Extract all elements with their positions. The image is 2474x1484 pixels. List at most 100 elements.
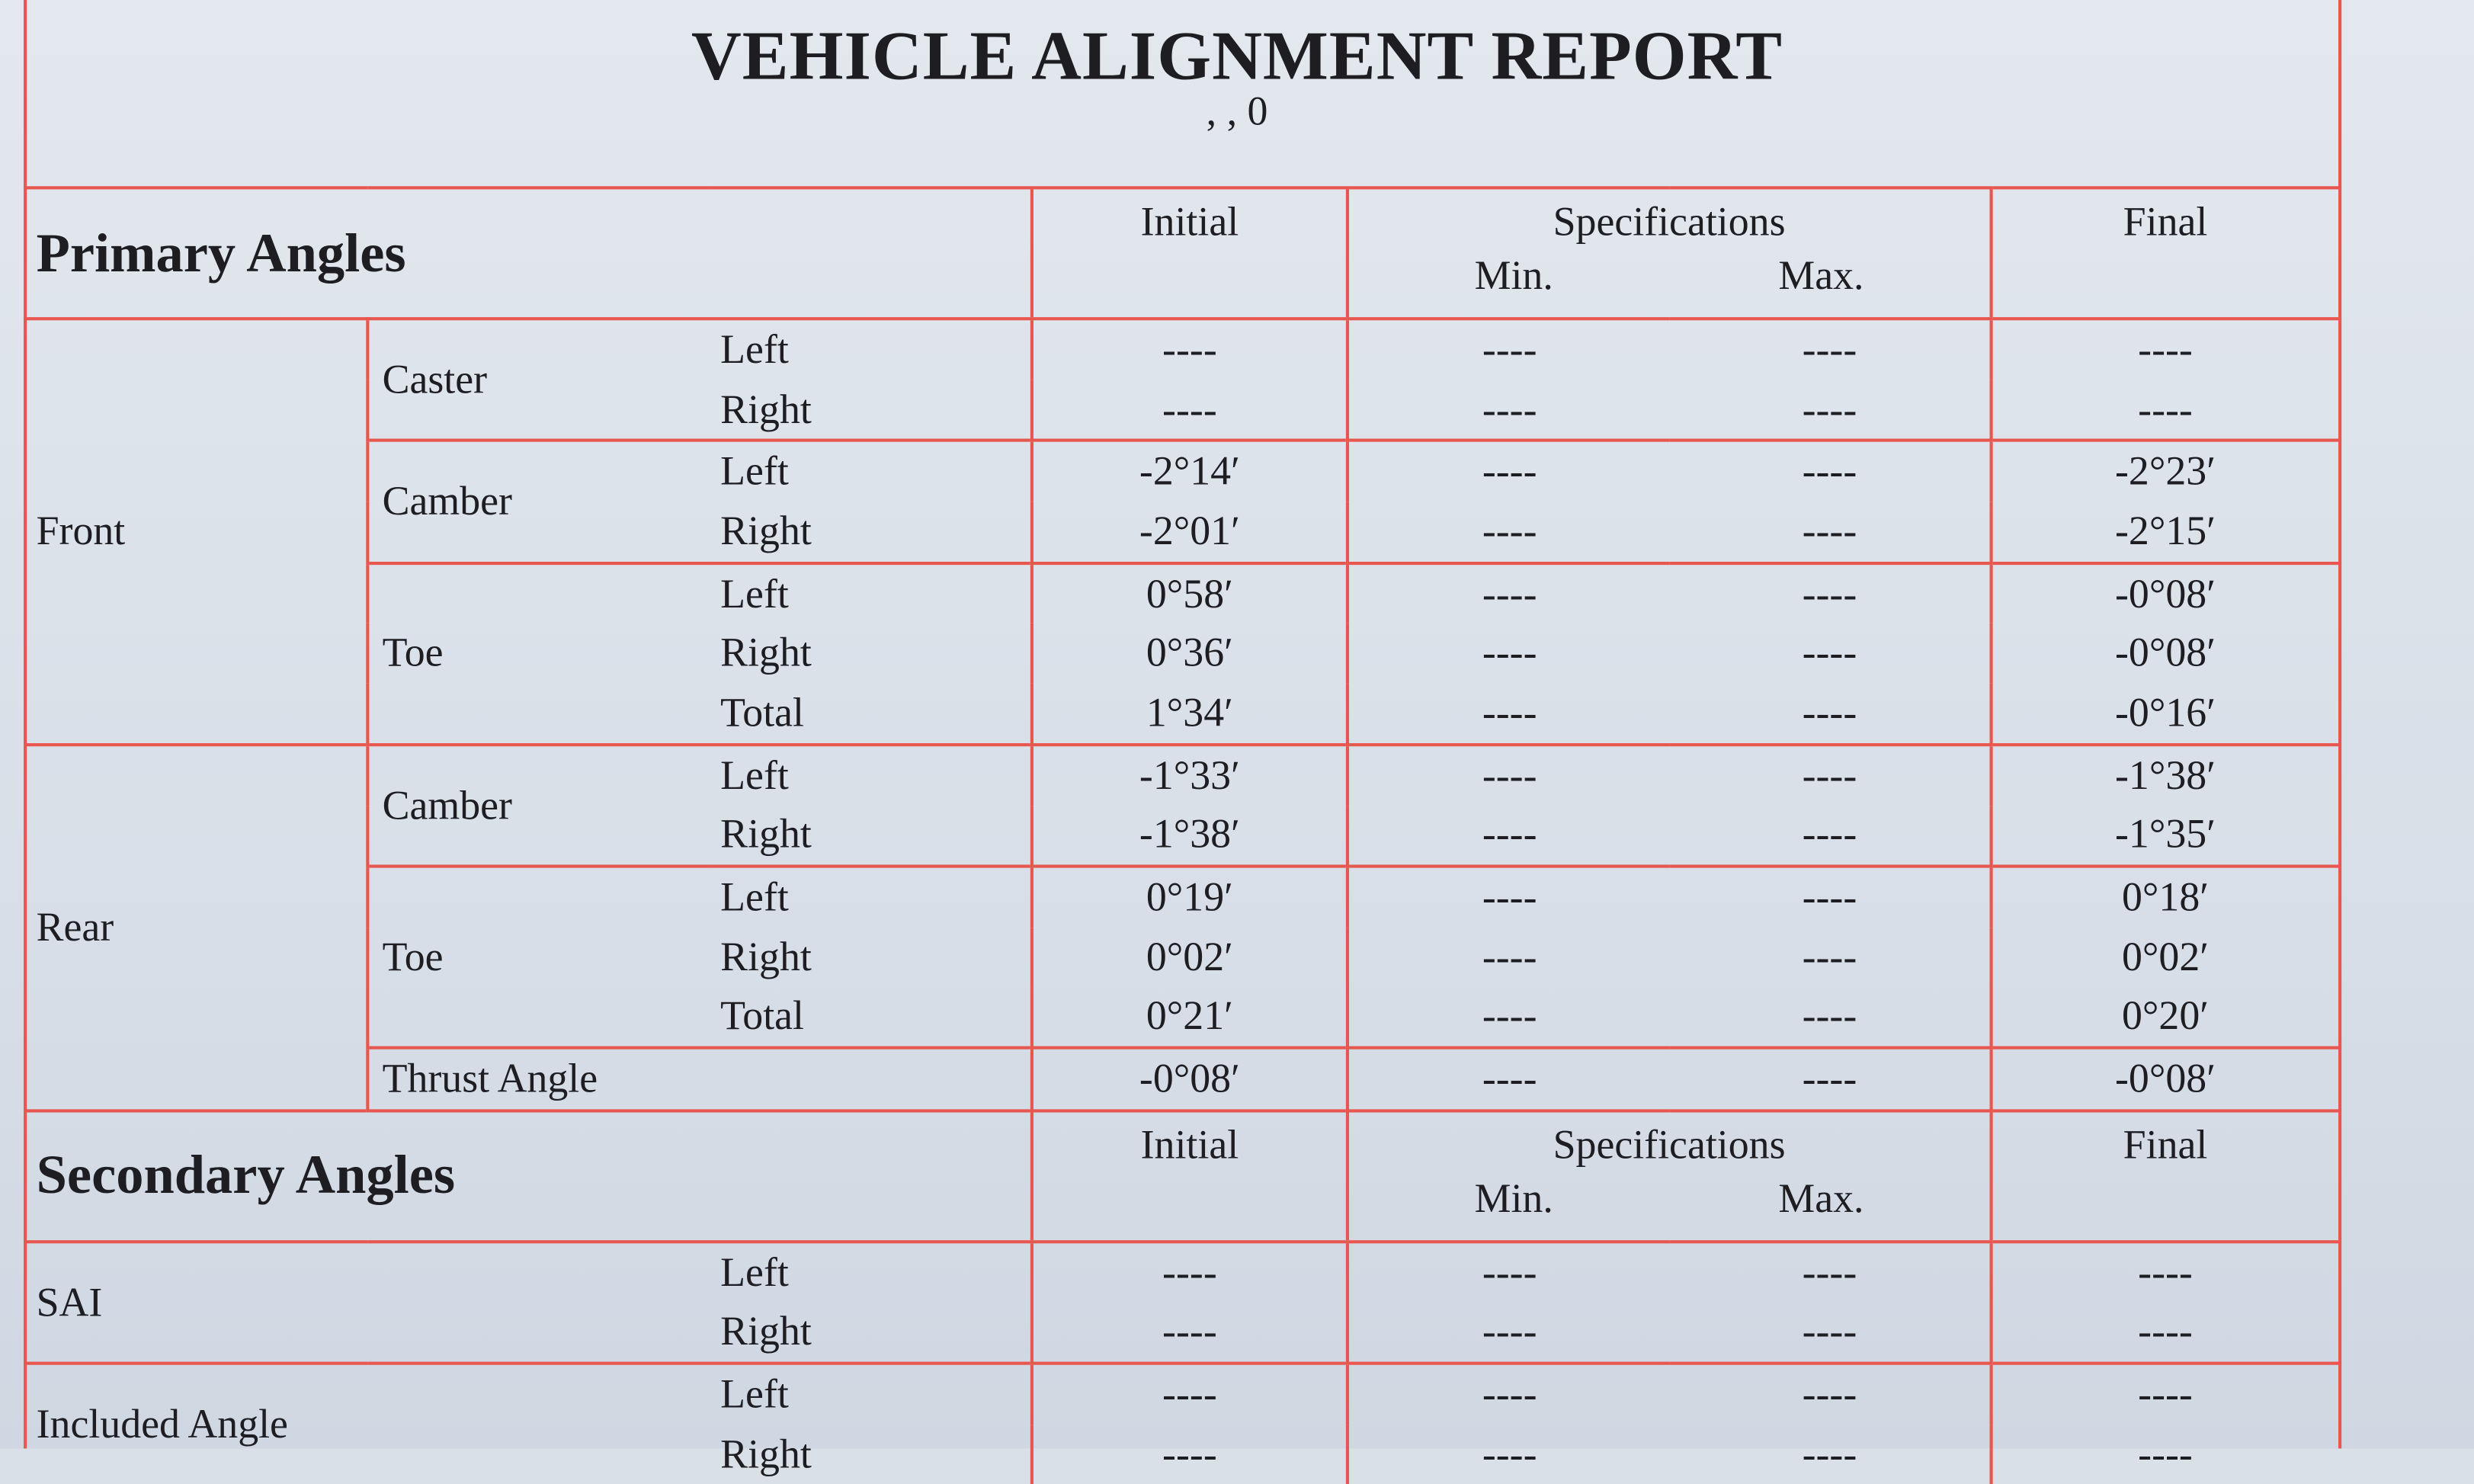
initial-value: 0°58′ bbox=[1030, 561, 1348, 624]
side-label: Total bbox=[720, 992, 805, 1040]
initial-value: 0°21′ bbox=[1030, 987, 1348, 1049]
initial-value: ---- bbox=[1030, 1362, 1348, 1425]
spec-min-value: ---- bbox=[1346, 1046, 1671, 1111]
initial-value: ---- bbox=[1030, 317, 1348, 380]
final-value: ---- bbox=[1988, 1303, 2339, 1364]
side-label: Left bbox=[707, 317, 1032, 380]
angle-label: Toe bbox=[366, 561, 708, 745]
angle-label: Toe bbox=[366, 864, 708, 1049]
section-heading: Secondary Angles bbox=[24, 1109, 1032, 1244]
min-label: Min. bbox=[1474, 252, 1553, 299]
side-label: Right bbox=[720, 630, 812, 676]
spec-min-value: ---- bbox=[1346, 1425, 1671, 1484]
spec-max-value: ---- bbox=[1802, 1309, 1857, 1355]
spec-min-value: ---- bbox=[1346, 987, 1671, 1049]
final-value: 0°20′ bbox=[1988, 987, 2339, 1049]
table-row: Thrust Angle -0°08′ ---- ---- -0°08′ bbox=[24, 1046, 2339, 1111]
side-label: Right bbox=[720, 386, 812, 432]
table-row: Right 0°02′ ---- ---- 0°02′ bbox=[24, 928, 2339, 988]
initial-value: 1°34′ bbox=[1030, 683, 1348, 745]
spec-min-value: ---- bbox=[1346, 805, 1671, 867]
final-value: -0°08′ bbox=[1988, 623, 2339, 684]
spec-max-value: ---- bbox=[1802, 689, 1857, 736]
side-label: Left bbox=[707, 1240, 1032, 1303]
spec-max-value: ---- bbox=[1670, 1046, 1991, 1111]
spec-max-value: ---- bbox=[1670, 864, 1991, 928]
column-initial: Initial bbox=[1030, 186, 1348, 321]
final-value: -2°15′ bbox=[1988, 502, 2339, 563]
column-final: Final bbox=[1988, 186, 2339, 321]
final-value: ---- bbox=[1988, 1425, 2339, 1484]
final-value: -2°23′ bbox=[1988, 439, 2339, 502]
spec-min-value: ---- bbox=[1346, 864, 1671, 928]
table-row: Toe Left 0°58′ ---- ---- -0°08′ bbox=[24, 561, 2339, 745]
column-final: Final bbox=[1988, 1109, 2339, 1244]
spec-min-value: ---- bbox=[1346, 1240, 1671, 1303]
spec-max-value: ---- bbox=[1670, 317, 1991, 380]
final-value: 0°18′ bbox=[1988, 864, 2339, 928]
angle-label: Camber bbox=[366, 742, 708, 867]
table-row: Right -2°01′ ---- ---- -2°15′ bbox=[24, 502, 2339, 563]
alignment-table: Primary Angles Initial Specifications Min. M… bbox=[24, 186, 2339, 1484]
angle-label: Included Angle bbox=[24, 1362, 708, 1484]
side-label: Left bbox=[707, 1362, 1032, 1425]
side-label: Left bbox=[707, 561, 1032, 624]
table-row: Right ---- ---- ---- ---- bbox=[24, 380, 2339, 441]
final-value: ---- bbox=[1988, 380, 2339, 441]
initial-value: -2°01′ bbox=[1030, 502, 1348, 563]
table-row: Right 0°36′ ---- ---- -0°08′ bbox=[24, 623, 2339, 684]
spec-min-value: ---- bbox=[1346, 742, 1671, 806]
initial-value: 0°02′ bbox=[1030, 928, 1348, 988]
section-label-rear: Rear bbox=[24, 742, 368, 1111]
secondary-header-row: Secondary Angles Initial Specifications Min… bbox=[24, 1109, 2339, 1244]
primary-header-row: Primary Angles Initial Specifications Min. M… bbox=[24, 186, 2339, 321]
specifications-label: Specifications bbox=[1553, 1121, 1786, 1168]
final-value: ---- bbox=[1988, 1362, 2339, 1425]
angle-label: Camber bbox=[366, 439, 708, 563]
spec-min-value: ---- bbox=[1346, 561, 1671, 624]
spec-max-value: ---- bbox=[1802, 933, 1857, 980]
report-subtitle: , , 0 bbox=[1206, 88, 1268, 134]
spec-max-value: ---- bbox=[1670, 1240, 1991, 1303]
table-row: Front Caster Left ---- ---- ---- ---- bbox=[24, 317, 2339, 745]
side-label: Left bbox=[707, 439, 1032, 502]
spec-max-value: ---- bbox=[1802, 992, 1857, 1040]
specifications-label: Specifications bbox=[1553, 198, 1786, 245]
spec-max-value: ---- bbox=[1802, 1431, 1857, 1477]
final-value: -1°38′ bbox=[1988, 742, 2339, 806]
table-row: Right ---- ---- ---- ---- bbox=[24, 1303, 2339, 1364]
side-label: Right bbox=[720, 933, 812, 980]
spec-min-value: ---- bbox=[1346, 317, 1671, 380]
max-label: Max. bbox=[1778, 1175, 1864, 1222]
spec-min-value: ---- bbox=[1346, 623, 1671, 684]
spec-min-value: ---- bbox=[1346, 380, 1671, 441]
spec-max-value: ---- bbox=[1670, 439, 1991, 502]
initial-value: 0°19′ bbox=[1030, 864, 1348, 928]
table-row: Toe Left 0°19′ ---- ---- 0°18′ bbox=[24, 864, 2339, 1049]
side-label: Right bbox=[720, 811, 812, 857]
spec-max-value: ---- bbox=[1802, 630, 1857, 676]
initial-value: -0°08′ bbox=[1030, 1046, 1348, 1111]
spec-max-value: ---- bbox=[1802, 508, 1857, 554]
initial-value: -1°38′ bbox=[1030, 805, 1348, 867]
final-value: -1°35′ bbox=[1988, 805, 2339, 867]
report-title: VEHICLE ALIGNMENT REPORT bbox=[691, 17, 1783, 95]
initial-value: ---- bbox=[1030, 380, 1348, 441]
angle-label: SAI bbox=[24, 1240, 708, 1364]
side-label: Total bbox=[720, 689, 805, 736]
spec-min-value: ---- bbox=[1346, 1303, 1671, 1364]
section-heading: Primary Angles bbox=[24, 186, 1032, 321]
final-value: ---- bbox=[1988, 1240, 2339, 1303]
spec-max-value: ---- bbox=[1802, 811, 1857, 857]
spec-min-value: ---- bbox=[1346, 1362, 1671, 1425]
side-label: Right bbox=[720, 1309, 812, 1355]
initial-value: ---- bbox=[1030, 1240, 1348, 1303]
final-value: -0°16′ bbox=[1988, 683, 2339, 745]
initial-value: 0°36′ bbox=[1030, 623, 1348, 684]
side-label: Left bbox=[707, 864, 1032, 928]
final-value: -0°08′ bbox=[1988, 1046, 2339, 1111]
spec-max-value: ---- bbox=[1670, 742, 1991, 806]
min-label: Min. bbox=[1474, 1175, 1553, 1222]
column-specifications: Specifications Min. Max. bbox=[1346, 186, 1991, 321]
spec-max-value: ---- bbox=[1670, 561, 1991, 624]
